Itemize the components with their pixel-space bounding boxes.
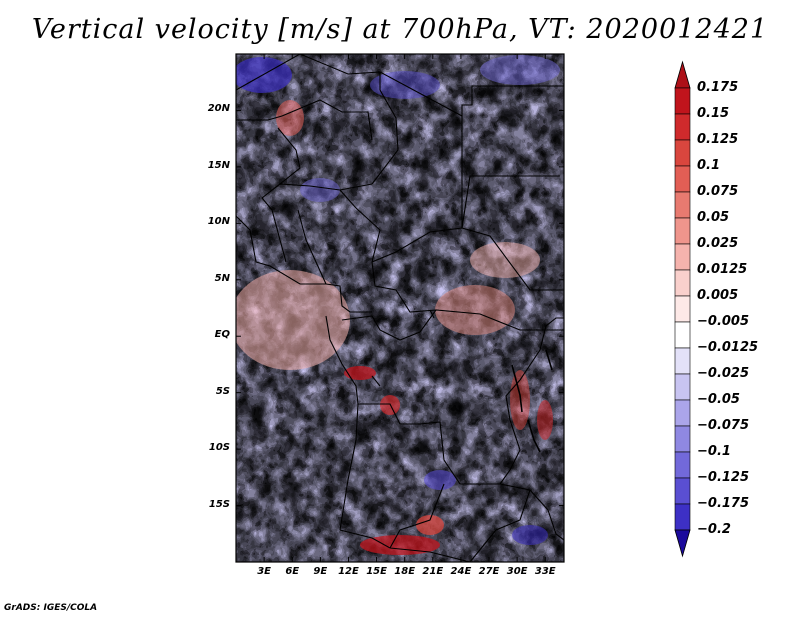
- grads-credit: GrADS: IGES/COLA: [4, 603, 98, 613]
- longitude-tick-marks: [263, 54, 546, 562]
- lat-tick-label: 15S: [208, 498, 230, 510]
- colorbar: [674, 60, 691, 558]
- lat-tick-label: EQ: [214, 329, 230, 341]
- lon-tick-label: 24E: [450, 566, 472, 577]
- colorbar-segment: [674, 87, 691, 115]
- lon-tick-label: 18E: [394, 566, 416, 577]
- colorbar-segment: [674, 477, 691, 505]
- colorbar-level-label: −0.025: [697, 366, 750, 381]
- lon-tick-label: 15E: [366, 566, 387, 577]
- vertical-velocity-field: [236, 54, 564, 562]
- colorbar-segment: [674, 295, 691, 323]
- colorbar-segment: [674, 243, 691, 271]
- colorbar-level-label: 0.175: [697, 80, 739, 95]
- colorbar-segment: [674, 399, 691, 427]
- lat-tick-label: 10N: [207, 216, 230, 228]
- colorbar-segment: [674, 269, 691, 297]
- colorbar-level-label: 0.125: [697, 132, 739, 147]
- colorbar-level-label: −0.2: [697, 522, 731, 537]
- colorbar-bottom-arrow: [674, 529, 691, 558]
- colorbar-segment: [674, 503, 691, 531]
- colorbar-level-label: 0.15: [697, 106, 730, 121]
- colorbar-segment: [674, 321, 691, 349]
- colorbar-segment: [674, 139, 691, 167]
- colorbar-level-label: −0.075: [697, 418, 750, 433]
- colorbar-segment: [674, 373, 691, 401]
- colorbar-level-label: 0.025: [697, 236, 739, 251]
- colorbar-segment: [674, 191, 691, 219]
- colorbar-segment: [674, 451, 691, 479]
- lon-tick-label: 33E: [534, 566, 556, 577]
- lon-tick-label: 30E: [506, 566, 528, 577]
- colorbar-level-label: −0.005: [697, 314, 750, 329]
- colorbar-level-label: 0.0125: [697, 262, 748, 277]
- lat-tick-label: 20N: [207, 103, 230, 115]
- colorbar-level-label: −0.1: [697, 444, 731, 459]
- colorbar-segment: [674, 165, 691, 193]
- colorbar-level-label: −0.175: [697, 496, 750, 511]
- chart-title: Vertical velocity [m/s] at 700hPa, VT: 2…: [31, 14, 769, 45]
- colorbar-level-label: 0.075: [697, 184, 739, 199]
- latitude-tick-marks: [236, 109, 564, 507]
- country-borders: [236, 54, 564, 562]
- colorbar-level-label: −0.125: [697, 470, 750, 485]
- colorbar-level-label: −0.0125: [697, 340, 759, 355]
- lon-tick-label: 27E: [478, 566, 500, 577]
- colorbar-segment: [674, 425, 691, 453]
- colorbar-segment: [674, 113, 691, 141]
- colorbar-segment: [674, 347, 691, 375]
- lon-tick-label: 9E: [313, 566, 328, 577]
- lon-tick-label: 21E: [422, 566, 444, 577]
- colorbar-top-arrow: [674, 60, 691, 89]
- lat-tick-label: 10S: [208, 442, 230, 454]
- colorbar-level-label: 0.05: [697, 210, 730, 225]
- colorbar-level-label: 0.1: [697, 158, 721, 173]
- lat-tick-label: 5N: [214, 272, 230, 284]
- lon-tick-label: 3E: [257, 566, 271, 577]
- lat-tick-label: 5S: [215, 385, 230, 397]
- lat-tick-label: 15N: [207, 159, 230, 171]
- lon-tick-label: 12E: [338, 566, 359, 577]
- lon-tick-label: 6E: [285, 566, 300, 577]
- map-frame: [235, 53, 565, 563]
- colorbar-level-label: −0.05: [697, 392, 740, 407]
- colorbar-level-label: 0.005: [697, 288, 739, 303]
- colorbar-segment: [674, 217, 691, 245]
